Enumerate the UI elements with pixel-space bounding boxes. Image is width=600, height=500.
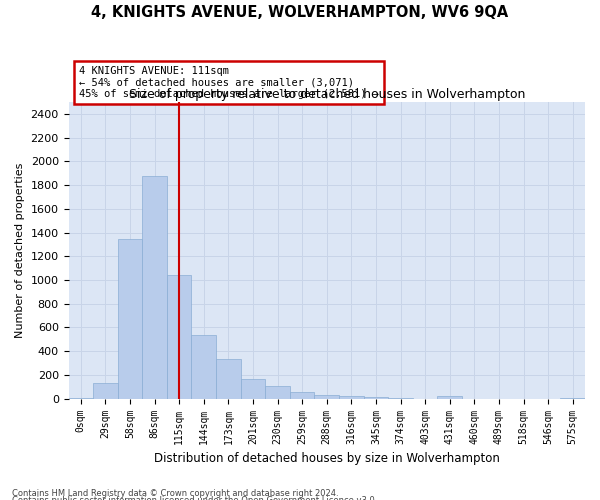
Text: Contains public sector information licensed under the Open Government Licence v3: Contains public sector information licen… [12,496,377,500]
Text: 4 KNIGHTS AVENUE: 111sqm
← 54% of detached houses are smaller (3,071)
45% of sem: 4 KNIGHTS AVENUE: 111sqm ← 54% of detach… [79,66,379,99]
Bar [118,238,142,398]
Bar [437,396,462,398]
Bar [216,359,241,399]
Bar [191,334,216,398]
Title: Size of property relative to detached houses in Wolverhampton: Size of property relative to detached ho… [128,88,525,101]
Text: Contains HM Land Registry data © Crown copyright and database right 2024.: Contains HM Land Registry data © Crown c… [12,488,338,498]
Bar [241,379,265,398]
Bar [290,392,314,398]
X-axis label: Distribution of detached houses by size in Wolverhampton: Distribution of detached houses by size … [154,452,500,465]
Bar [167,276,191,398]
Bar [265,386,290,398]
Bar [93,384,118,398]
Y-axis label: Number of detached properties: Number of detached properties [15,162,25,338]
Bar [364,397,388,398]
Bar [142,176,167,398]
Bar [339,396,364,398]
Text: 4, KNIGHTS AVENUE, WOLVERHAMPTON, WV6 9QA: 4, KNIGHTS AVENUE, WOLVERHAMPTON, WV6 9Q… [91,5,509,20]
Bar [314,395,339,398]
